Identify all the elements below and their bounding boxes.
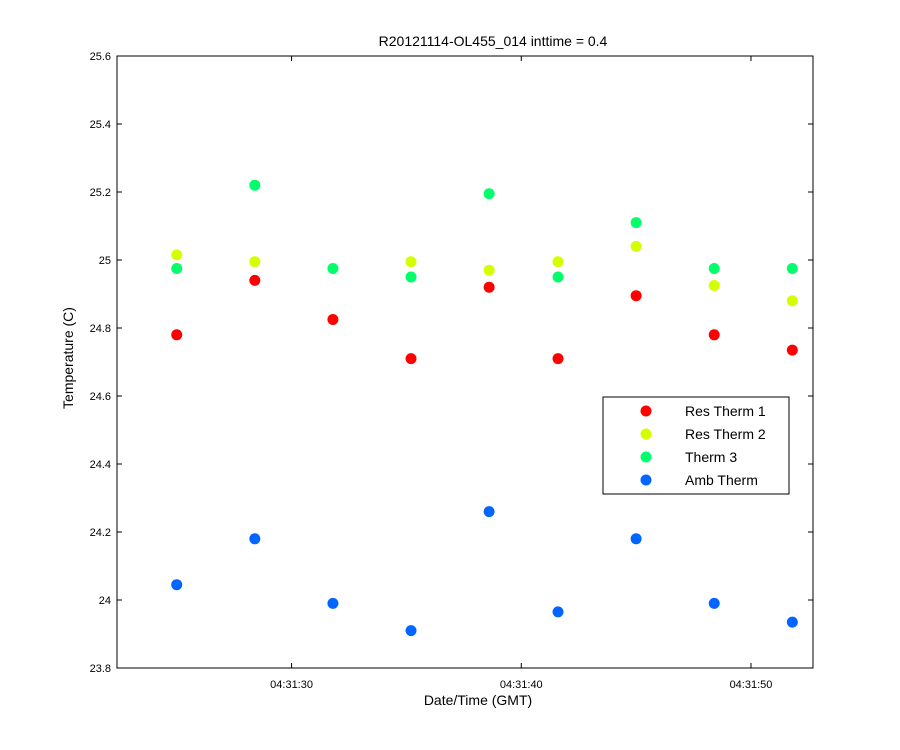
data-point (327, 263, 339, 274)
data-point (786, 616, 798, 628)
data-point (708, 280, 720, 291)
data-point (327, 314, 339, 325)
data-point (171, 263, 183, 274)
legend-marker (640, 405, 652, 417)
data-point (630, 217, 642, 229)
data-point (708, 263, 720, 274)
data-point (171, 329, 183, 341)
y-tick-label: 24.2 (90, 527, 111, 539)
data-point (630, 240, 642, 252)
data-point (786, 344, 798, 356)
y-tick-label: 23.8 (90, 663, 111, 675)
data-point (483, 188, 495, 200)
series-therm-3 (171, 179, 798, 283)
x-axis: 04:31:30 04:31:40 04:31:50 (270, 56, 772, 691)
data-point (552, 606, 564, 618)
y-tick-label: 25 (99, 255, 111, 267)
data-points (171, 179, 798, 637)
y-tick-label: 24.8 (90, 323, 111, 335)
data-point (171, 249, 183, 261)
data-point (483, 506, 495, 518)
x-tick-label: 04:31:40 (500, 679, 543, 691)
series-amb-therm (171, 506, 798, 637)
y-tick-label: 24.4 (90, 459, 111, 471)
legend-marker (640, 451, 652, 463)
series-res-therm-1 (171, 274, 798, 365)
data-point (405, 271, 417, 283)
data-point (405, 625, 417, 637)
data-point (249, 533, 261, 545)
legend-label: Res Therm 1 (685, 403, 766, 419)
y-axis-title: Temperature (C) (60, 307, 76, 409)
data-point (786, 295, 798, 307)
data-point (483, 281, 495, 293)
y-tick-label: 24 (99, 595, 111, 607)
data-point (708, 597, 720, 609)
legend-marker (640, 474, 652, 486)
legend-label: Amb Therm (685, 472, 758, 488)
y-axis: 23.8 24 24.2 24.4 24.6 24.8 25 25.2 25.4 25.6 (90, 51, 813, 675)
legend-label: Res Therm 2 (685, 426, 766, 442)
data-point (552, 353, 564, 365)
data-point (552, 271, 564, 283)
data-point (483, 264, 495, 276)
axes-box (116, 55, 814, 669)
data-point (327, 597, 339, 609)
x-tick-label: 04:31:50 (730, 679, 773, 691)
x-axis-title: Date/Time (GMT) (424, 692, 532, 708)
data-point (630, 290, 642, 302)
legend-box (602, 396, 790, 495)
data-point (708, 329, 720, 341)
plot-area (117, 56, 813, 668)
data-point (249, 274, 261, 286)
legend-label: Therm 3 (685, 449, 737, 465)
data-point (630, 533, 642, 545)
data-point (405, 353, 417, 365)
data-point (171, 579, 183, 591)
data-point (249, 256, 261, 268)
data-point (552, 256, 564, 268)
chart-title: R20121114-OL455_014 inttime = 0.4 (379, 33, 608, 49)
axes-frame (116, 55, 814, 669)
x-tick-label: 04:31:30 (270, 679, 313, 691)
legend-marker (640, 428, 652, 440)
y-tick-label: 25.4 (90, 119, 111, 131)
data-point (249, 179, 261, 191)
data-point (405, 256, 417, 268)
y-tick-label: 24.6 (90, 391, 111, 403)
legend: Res Therm 1 Res Therm 2 Therm 3 Amb Therm (602, 396, 790, 495)
y-tick-label: 25.6 (90, 51, 111, 63)
y-tick-label: 25.2 (90, 187, 111, 199)
series-res-therm-2 (171, 240, 798, 307)
data-point (786, 263, 798, 274)
